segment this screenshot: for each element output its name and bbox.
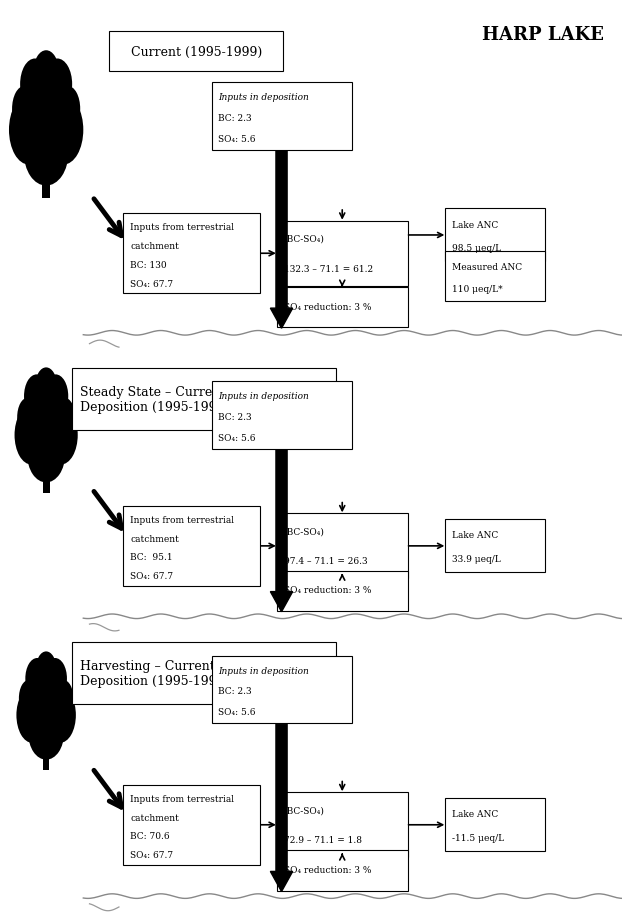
Text: catchment: catchment xyxy=(130,812,179,822)
Text: Harvesting – Current SO₄ and BC
Deposition (1995-1999): Harvesting – Current SO₄ and BC Depositi… xyxy=(80,659,294,687)
Text: BC: 70.6: BC: 70.6 xyxy=(130,832,170,840)
FancyBboxPatch shape xyxy=(446,799,545,851)
Ellipse shape xyxy=(44,96,83,165)
Text: (BC-SO₄): (BC-SO₄) xyxy=(284,234,324,244)
Ellipse shape xyxy=(24,375,68,449)
Ellipse shape xyxy=(24,120,69,187)
Text: SO₄ reduction: 3 %: SO₄ reduction: 3 % xyxy=(284,585,371,595)
FancyBboxPatch shape xyxy=(277,221,408,287)
Text: Lake ANC: Lake ANC xyxy=(452,810,498,819)
Polygon shape xyxy=(271,450,292,612)
Ellipse shape xyxy=(44,687,76,743)
Text: Inputs in deposition: Inputs in deposition xyxy=(218,666,309,675)
Text: SO₄ reduction: 3 %: SO₄ reduction: 3 % xyxy=(284,302,371,312)
Text: (BC-SO₄): (BC-SO₄) xyxy=(284,527,324,536)
Ellipse shape xyxy=(34,51,59,91)
Text: Inputs from terrestrial: Inputs from terrestrial xyxy=(130,223,234,233)
Bar xyxy=(42,153,50,199)
FancyBboxPatch shape xyxy=(277,288,408,328)
Text: catchment: catchment xyxy=(130,242,179,251)
FancyBboxPatch shape xyxy=(277,571,408,611)
Ellipse shape xyxy=(19,680,39,717)
Ellipse shape xyxy=(26,658,67,729)
Ellipse shape xyxy=(43,375,68,418)
FancyBboxPatch shape xyxy=(446,210,545,262)
FancyBboxPatch shape xyxy=(123,785,260,865)
Text: BC: 2.3: BC: 2.3 xyxy=(218,413,252,422)
Text: 33.9 μeq/L: 33.9 μeq/L xyxy=(452,554,501,563)
Text: Inputs in deposition: Inputs in deposition xyxy=(218,93,309,102)
Text: SO₄: 5.6: SO₄: 5.6 xyxy=(218,708,256,716)
Text: HARP LAKE: HARP LAKE xyxy=(482,26,604,43)
Text: SO₄: 67.7: SO₄: 67.7 xyxy=(130,850,173,859)
Text: SO₄: 5.6: SO₄: 5.6 xyxy=(218,134,256,143)
Bar xyxy=(43,733,49,770)
Ellipse shape xyxy=(12,86,37,132)
FancyBboxPatch shape xyxy=(277,850,408,891)
Ellipse shape xyxy=(27,427,65,482)
FancyBboxPatch shape xyxy=(123,506,260,586)
Text: SO₄ reduction: 3 %: SO₄ reduction: 3 % xyxy=(284,866,371,874)
Ellipse shape xyxy=(26,658,49,699)
Ellipse shape xyxy=(54,398,75,437)
Text: -11.5 μeq/L: -11.5 μeq/L xyxy=(452,834,504,842)
Text: BC: 2.3: BC: 2.3 xyxy=(218,686,252,696)
Text: SO₄: 5.6: SO₄: 5.6 xyxy=(218,433,256,442)
Text: BC: 2.3: BC: 2.3 xyxy=(218,114,252,123)
Text: BC:  95.1: BC: 95.1 xyxy=(130,553,173,562)
Text: SO₄: 67.7: SO₄: 67.7 xyxy=(130,279,173,289)
Text: Inputs from terrestrial: Inputs from terrestrial xyxy=(130,794,234,803)
Ellipse shape xyxy=(28,708,64,760)
Ellipse shape xyxy=(42,60,72,110)
Text: BC: 130: BC: 130 xyxy=(130,260,167,269)
Text: 98.5 μeq/L: 98.5 μeq/L xyxy=(452,244,501,253)
Ellipse shape xyxy=(17,398,38,437)
Text: SO₄: 67.7: SO₄: 67.7 xyxy=(130,572,173,581)
FancyBboxPatch shape xyxy=(211,656,351,723)
FancyBboxPatch shape xyxy=(211,83,351,151)
Polygon shape xyxy=(271,152,292,329)
Ellipse shape xyxy=(14,406,48,465)
Text: Inputs from terrestrial: Inputs from terrestrial xyxy=(130,516,234,525)
Text: Inputs in deposition: Inputs in deposition xyxy=(218,391,309,401)
Text: Current (1995-1999): Current (1995-1999) xyxy=(131,46,262,59)
Ellipse shape xyxy=(24,375,49,418)
FancyBboxPatch shape xyxy=(446,252,545,301)
FancyBboxPatch shape xyxy=(72,642,336,704)
Text: catchment: catchment xyxy=(130,534,179,543)
Ellipse shape xyxy=(36,652,56,684)
Ellipse shape xyxy=(44,406,78,465)
Bar xyxy=(42,455,49,494)
Ellipse shape xyxy=(36,368,57,403)
Text: Measured ANC: Measured ANC xyxy=(452,263,522,271)
FancyBboxPatch shape xyxy=(277,792,408,857)
Ellipse shape xyxy=(43,658,67,699)
Text: Steady State – Current SO₄ and BC
Deposition (1995-1999): Steady State – Current SO₄ and BC Deposi… xyxy=(80,385,304,414)
Ellipse shape xyxy=(16,687,48,743)
Text: (BC-SO₄): (BC-SO₄) xyxy=(284,806,324,814)
FancyBboxPatch shape xyxy=(446,520,545,573)
FancyBboxPatch shape xyxy=(277,514,408,579)
Text: 132.3 – 71.1 = 61.2: 132.3 – 71.1 = 61.2 xyxy=(284,265,373,273)
Polygon shape xyxy=(271,724,292,891)
FancyBboxPatch shape xyxy=(72,369,336,430)
Ellipse shape xyxy=(20,60,72,147)
Ellipse shape xyxy=(54,680,73,717)
Ellipse shape xyxy=(56,86,80,132)
FancyBboxPatch shape xyxy=(123,214,260,294)
Ellipse shape xyxy=(9,96,49,165)
Text: 72.9 – 71.1 = 1.8: 72.9 – 71.1 = 1.8 xyxy=(284,835,362,845)
Text: Lake ANC: Lake ANC xyxy=(452,221,498,229)
FancyBboxPatch shape xyxy=(109,32,283,73)
Text: Lake ANC: Lake ANC xyxy=(452,531,498,539)
Ellipse shape xyxy=(20,60,50,110)
FancyBboxPatch shape xyxy=(211,382,351,449)
Text: 97.4 – 71.1 = 26.3: 97.4 – 71.1 = 26.3 xyxy=(284,557,368,566)
Text: 110 μeq/L*: 110 μeq/L* xyxy=(452,285,503,293)
